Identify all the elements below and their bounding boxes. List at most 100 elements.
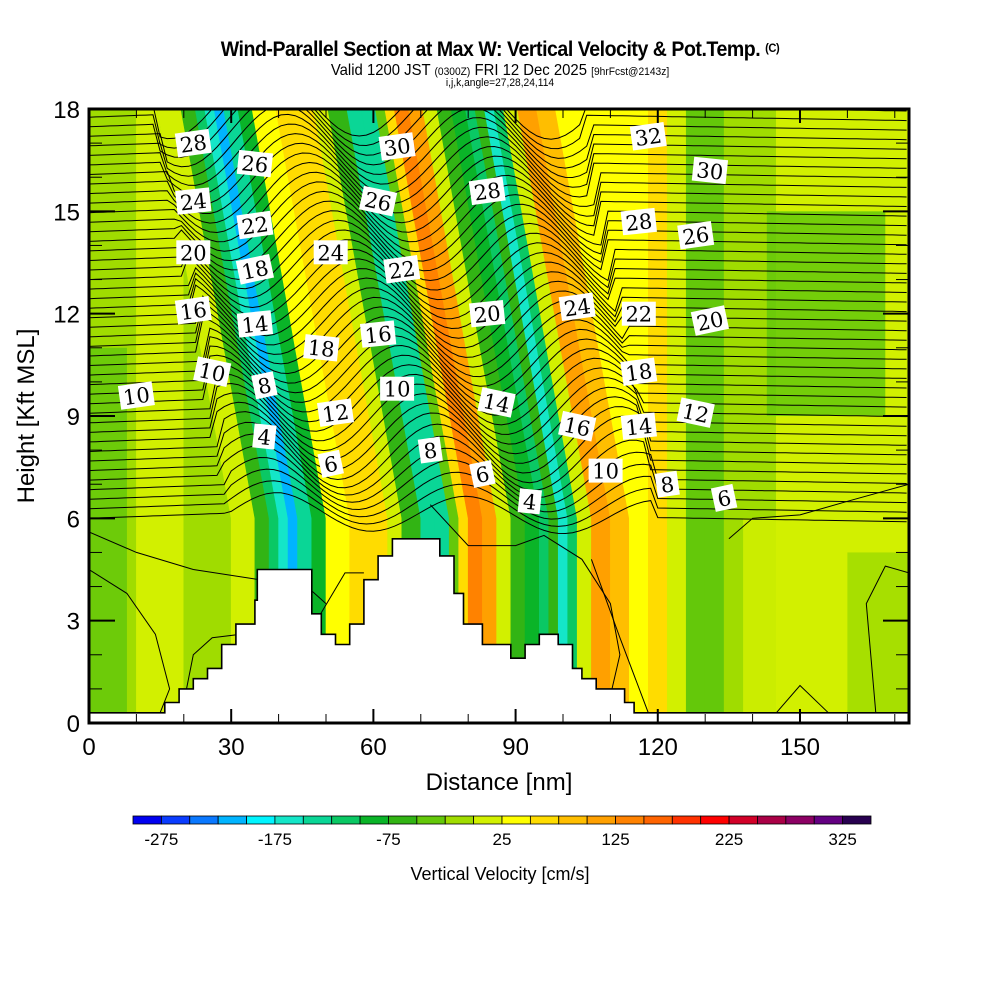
- contour-label-box: [317, 449, 344, 478]
- contour-label-text: 22: [240, 212, 270, 239]
- contour-label-box: [654, 470, 680, 498]
- contour-label-text: 10: [592, 460, 619, 484]
- contour-label-box: [629, 122, 667, 151]
- theta-contour-line: [89, 316, 907, 387]
- velocity-patch: [89, 347, 127, 723]
- contour-label-box: [313, 240, 348, 265]
- x-tick-label: 120: [638, 734, 678, 761]
- theta-contour-line: [89, 392, 907, 464]
- contour-label-box: [252, 423, 277, 450]
- theta-contour-line: [89, 401, 907, 474]
- y-tick-label: 15: [53, 199, 80, 226]
- y-tick-label: 6: [67, 506, 80, 533]
- colorbar-swatch: [359, 815, 389, 825]
- y-axis-label: Height [Kft MSL]: [13, 329, 40, 504]
- contour-label-box: [303, 334, 340, 362]
- contour-label-box: [174, 128, 212, 158]
- colorbar-swatch: [529, 815, 560, 825]
- theta-contour-line: [89, 109, 907, 150]
- contour-label-text: 20: [473, 301, 502, 328]
- contour-label: 30: [378, 132, 416, 161]
- contour-label: 16: [558, 410, 597, 442]
- theta-contour-line: [89, 109, 907, 169]
- chart-title: Wind-Parallel Section at Max W: Vertical…: [35, 38, 965, 62]
- theta-contour-line: [89, 287, 907, 358]
- forecast-info: [9hrFcst@2143z]: [591, 66, 670, 78]
- x-tick-label: 150: [780, 734, 820, 761]
- valid-date: FRI 12 Dec 2025: [474, 62, 587, 79]
- contour-label-box: [477, 387, 516, 418]
- contour-label-box: [558, 410, 597, 442]
- colorbar-tick-label: -275: [144, 830, 178, 849]
- contour-label-text: 24: [179, 189, 208, 216]
- theta-contour-line: [89, 480, 907, 527]
- contour-label-box: [236, 210, 274, 240]
- theta-contour-line: [89, 277, 907, 349]
- contour-label: 10: [117, 381, 155, 410]
- theta-contour-line: [590, 559, 649, 713]
- y-tick-label: 3: [67, 609, 80, 636]
- contour-label-text: 26: [681, 222, 711, 249]
- contour-label-text: 12: [321, 400, 351, 427]
- contour-label-box: [117, 381, 155, 410]
- colorbar-tick-label: 25: [493, 830, 512, 849]
- contour-label: 22: [236, 210, 274, 240]
- contour-label-text: 4: [256, 425, 272, 450]
- colorbar-swatch: [671, 815, 702, 825]
- contour-label-box: [677, 220, 715, 250]
- contour-label-text: 32: [634, 124, 664, 151]
- contour-label-box: [468, 176, 506, 206]
- theta-contour-line: [89, 569, 171, 713]
- contour-label-text: 30: [382, 134, 412, 161]
- contour-label: 32: [629, 122, 667, 151]
- colorbar-swatch: [302, 815, 333, 825]
- contour-label-text: 8: [422, 438, 439, 464]
- contour-label: 28: [468, 176, 506, 206]
- contour-label-box: [383, 255, 421, 284]
- copyright-mark: (C): [765, 41, 780, 55]
- y-tick-label: 18: [53, 97, 80, 124]
- colorbar-swatch: [700, 815, 730, 825]
- contour-label-box: [620, 357, 658, 386]
- axis-ticks: [88, 108, 909, 724]
- x-tick-label: 0: [82, 734, 95, 761]
- theta-contour-line: [89, 113, 907, 188]
- theta-contour-line: [89, 109, 907, 179]
- y-tick-label: 9: [67, 404, 80, 431]
- chart-title-text: Wind-Parallel Section at Max W: Vertical…: [220, 38, 761, 61]
- contour-label-text: 14: [240, 312, 269, 339]
- colorbar-swatch: [615, 815, 645, 825]
- contour-label: 10: [380, 376, 415, 402]
- contour-label: 14: [477, 387, 516, 418]
- contour-label: 22: [621, 301, 656, 327]
- theta-contour-line: [89, 306, 907, 378]
- colorbar-swatch: [331, 815, 361, 825]
- contour-label-text: 22: [387, 257, 417, 284]
- velocity-patch: [743, 518, 800, 723]
- colorbar-label: Vertical Velocity [cm/s]: [410, 864, 589, 884]
- terrain-mask: [89, 537, 909, 723]
- theta-contour-line: [183, 633, 241, 703]
- contour-label-box: [558, 292, 596, 322]
- contour-label: 10: [588, 458, 623, 484]
- contour-label: 18: [620, 357, 658, 386]
- theta-contour-line: [775, 684, 829, 714]
- contour-label-text: 10: [196, 358, 227, 387]
- contour-label: 20: [690, 305, 730, 336]
- contour-label: 18: [235, 254, 275, 285]
- x-tick-label: 60: [360, 734, 387, 761]
- contour-label-box: [588, 458, 623, 483]
- colorbar-swatch: [813, 815, 844, 825]
- contour-label: 4: [517, 488, 542, 515]
- contour-label-box: [690, 305, 730, 336]
- contour-label-text: 24: [562, 294, 592, 321]
- theta-contours: [89, 109, 909, 714]
- x-axis-label: Distance [nm]: [426, 769, 573, 796]
- colorbar-tick-label: -75: [376, 830, 401, 849]
- contour-label-box: [236, 310, 274, 338]
- contour-label: 16: [359, 320, 397, 348]
- colorbar-swatch: [444, 815, 475, 825]
- valid-time: Valid 1200 JST: [330, 62, 431, 79]
- contour-label-box: [316, 398, 355, 427]
